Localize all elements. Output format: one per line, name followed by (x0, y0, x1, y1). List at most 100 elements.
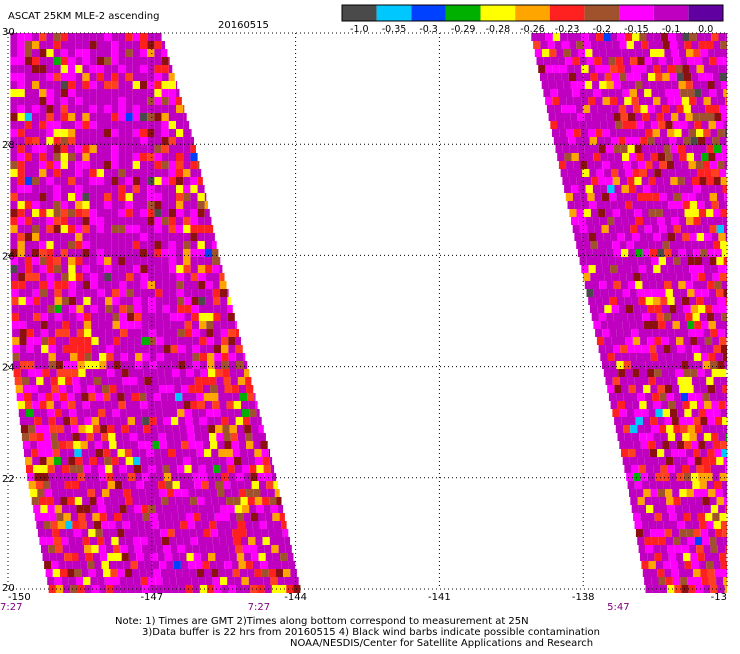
swath-cell (625, 337, 633, 345)
swath-cell (707, 449, 715, 457)
swath-cell (600, 153, 608, 161)
swath-cell (25, 297, 33, 305)
swath-cell (51, 561, 59, 569)
swath-cell (163, 345, 171, 353)
swath-cell (638, 265, 647, 273)
swath-cell (598, 209, 606, 217)
swath-cell (672, 121, 680, 129)
swath-cell (557, 89, 565, 97)
swath-cell (622, 57, 631, 65)
swath-cell (712, 513, 720, 521)
swath-cell (636, 353, 644, 361)
swath-cell (635, 529, 644, 537)
swath-cell (638, 505, 647, 513)
swath-cell (256, 505, 264, 513)
swath-cell (140, 113, 148, 121)
swath-cell (132, 113, 140, 121)
swath-cell (630, 497, 638, 505)
swath-cell (595, 65, 603, 73)
swath-cell (104, 401, 112, 409)
swath-cell (708, 289, 717, 297)
swath-cell (613, 345, 621, 353)
swath-cell (242, 409, 250, 417)
swath-cell (705, 105, 713, 113)
swath-cell (575, 105, 583, 113)
swath-cell (613, 81, 621, 89)
swath-cell (235, 321, 237, 329)
swath-cell (675, 369, 683, 377)
swath-cell (248, 457, 256, 465)
swath-cell (666, 537, 674, 545)
swath-cell (246, 441, 254, 449)
swath-cell (692, 145, 700, 153)
swath-cell (656, 521, 664, 529)
swath-cell (602, 361, 610, 369)
swath-cell (75, 201, 83, 209)
swath-cell (717, 361, 725, 369)
swath-cell (214, 353, 222, 361)
swath-cell (651, 425, 659, 433)
colorbar-label: -1.0 (350, 24, 369, 35)
swath-cell (147, 265, 155, 273)
swath-cell (613, 145, 621, 153)
swath-cell (659, 585, 668, 593)
swath-cell (230, 433, 238, 441)
swath-cell (82, 57, 90, 65)
swath-cell (697, 137, 705, 145)
swath-cell (46, 81, 54, 89)
swath-cell (658, 57, 667, 65)
swath-cell (640, 105, 648, 113)
swath-cell (262, 457, 270, 465)
swath-cell (603, 169, 611, 177)
swath-cell (609, 161, 617, 169)
swath-cell (168, 201, 176, 209)
swath-cell (642, 417, 651, 425)
swath-cell (704, 401, 712, 409)
swath-cell (11, 289, 19, 297)
swath-cell (40, 305, 48, 313)
swath-cell (650, 49, 658, 57)
footnote-line-3: NOAA/NESDIS/Center for Satellite Applica… (290, 638, 594, 649)
swath-cell (176, 193, 184, 201)
swath-cell (190, 201, 198, 209)
swath-cell (571, 217, 579, 225)
swath-cell (133, 457, 141, 465)
swath-cell (124, 529, 132, 537)
swath-cell (593, 153, 601, 161)
swath-cell (132, 97, 140, 105)
swath-cell (658, 321, 666, 329)
swath-cell (612, 41, 620, 49)
swath-cell (723, 289, 727, 297)
swath-cell (70, 513, 78, 521)
swath-cell (628, 249, 636, 257)
swath-cell (668, 337, 677, 345)
swath-cell (685, 113, 693, 121)
swath-cell (17, 153, 25, 161)
swath-cell (141, 329, 149, 337)
swath-cell (111, 209, 119, 217)
swath-cell (59, 529, 67, 537)
swath-cell (609, 361, 617, 369)
swath-cell (268, 529, 276, 537)
swath-cell (100, 425, 108, 433)
swath-cell (695, 497, 703, 505)
swath-cell (681, 361, 689, 369)
swath-cell (243, 361, 248, 369)
swath-cell (632, 33, 640, 41)
swath-cell (693, 449, 701, 457)
swath-cell (116, 441, 124, 449)
swath-cell (671, 569, 679, 577)
swath-cell (12, 337, 20, 345)
swath-cell (235, 329, 239, 337)
swath-cell (687, 497, 696, 505)
swath-cell (82, 65, 90, 73)
swath-cell (640, 473, 648, 481)
swath-cell (650, 217, 658, 225)
swath-cell (113, 345, 121, 353)
swath-cell (174, 385, 182, 393)
swath-cell (75, 113, 83, 121)
swath-cell (46, 257, 54, 265)
swath-cell (118, 497, 126, 505)
swath-cell (710, 97, 718, 105)
swath-cell (32, 273, 40, 281)
